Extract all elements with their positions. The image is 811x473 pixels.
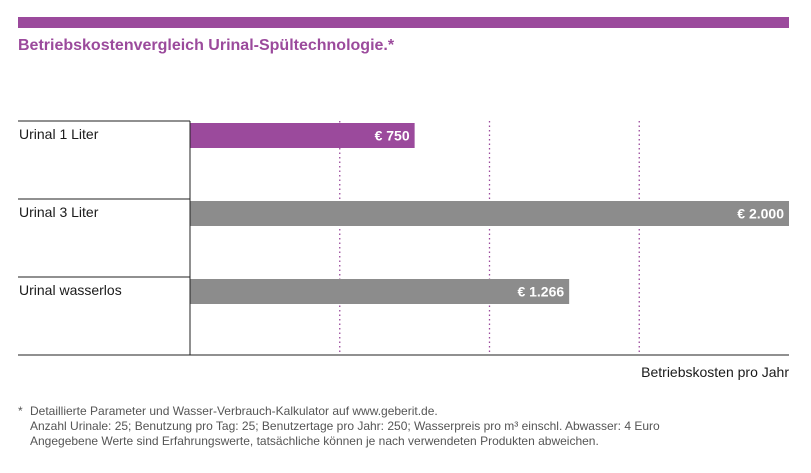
bar: [190, 201, 789, 226]
bar-value-label: € 1.266: [517, 284, 564, 300]
category-label: Urinal 1 Liter: [19, 126, 99, 142]
bar: [190, 123, 415, 148]
bar-value-label: € 750: [375, 128, 410, 144]
footnote-mark: *: [18, 404, 23, 418]
bar: [190, 279, 570, 304]
category-label: Urinal wasserlos: [19, 282, 122, 298]
chart-title: Betriebskostenvergleich Urinal-Spültechn…: [18, 37, 395, 54]
footnote-line: Anzahl Urinale: 25; Benutzung pro Tag: 2…: [30, 419, 660, 433]
bar-value-label: € 2.000: [737, 206, 784, 222]
x-axis-label: Betriebskosten pro Jahr: [641, 364, 789, 380]
category-label: Urinal 3 Liter: [19, 204, 99, 220]
header-accent-bar: [18, 17, 789, 28]
footnote: * Detaillierte Parameter und Wasser-Verb…: [18, 404, 660, 449]
footnote-line: Detaillierte Parameter und Wasser-Verbra…: [30, 404, 438, 418]
footnote-line: Angegebene Werte sind Erfahrungswerte, t…: [30, 434, 599, 448]
